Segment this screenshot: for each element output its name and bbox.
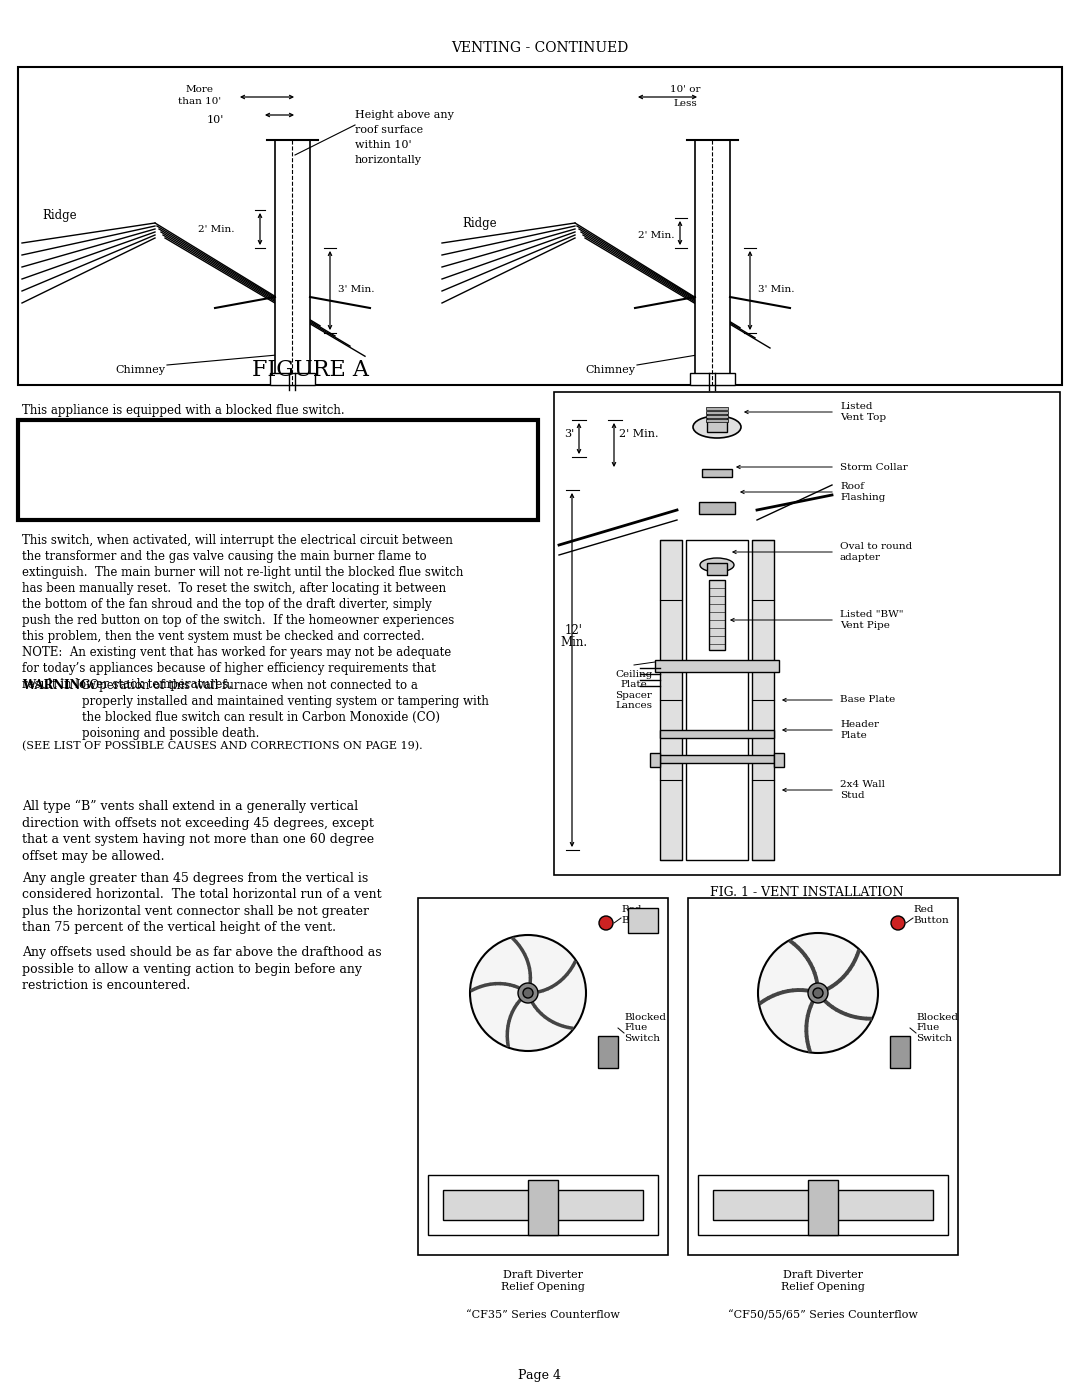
Bar bbox=[598, 1037, 618, 1067]
Text: Ridge: Ridge bbox=[42, 208, 77, 222]
Text: personal injury or possible death.: personal injury or possible death. bbox=[28, 490, 315, 504]
Text: Oval to round
adapter: Oval to round adapter bbox=[840, 542, 913, 562]
Bar bbox=[890, 1037, 910, 1067]
Bar bbox=[650, 753, 660, 767]
Circle shape bbox=[891, 916, 905, 930]
Bar bbox=[418, 898, 669, 1255]
Circle shape bbox=[813, 988, 823, 997]
Bar bbox=[808, 1180, 838, 1235]
Text: 3' Min.: 3' Min. bbox=[758, 285, 795, 295]
Text: Base Plate: Base Plate bbox=[840, 696, 895, 704]
Circle shape bbox=[518, 983, 538, 1003]
Bar bbox=[660, 754, 774, 763]
Text: Page 4: Page 4 bbox=[518, 1369, 562, 1382]
Bar bbox=[708, 580, 725, 650]
Bar bbox=[528, 1180, 558, 1235]
Circle shape bbox=[758, 933, 878, 1053]
Bar bbox=[690, 373, 735, 386]
Bar bbox=[706, 419, 728, 422]
Text: 10': 10' bbox=[206, 115, 224, 124]
Text: Ceiling
Plate
Spacer
Lances: Ceiling Plate Spacer Lances bbox=[616, 671, 652, 710]
Bar bbox=[702, 469, 732, 476]
Bar bbox=[713, 1190, 933, 1220]
Bar bbox=[707, 563, 727, 576]
Text: horizontally: horizontally bbox=[355, 155, 422, 165]
Bar bbox=[707, 412, 727, 432]
Text: This appliance is equipped with a blocked flue switch.: This appliance is equipped with a blocke… bbox=[22, 404, 345, 416]
Ellipse shape bbox=[700, 557, 734, 571]
Text: All type “B” vents shall extend in a generally vertical
direction with offsets n: All type “B” vents shall extend in a gen… bbox=[22, 800, 374, 863]
Text: Listed "BW"
Vent Pipe: Listed "BW" Vent Pipe bbox=[840, 610, 904, 630]
Text: FIG. 1 - VENT INSTALLATION: FIG. 1 - VENT INSTALLATION bbox=[711, 887, 904, 900]
Text: “CF50/55/65” Series Counterflow: “CF50/55/65” Series Counterflow bbox=[728, 1310, 918, 1320]
Bar bbox=[428, 1175, 658, 1235]
Text: Draft Diverter
Relief Opening: Draft Diverter Relief Opening bbox=[501, 1270, 585, 1292]
Text: WARNING:: WARNING: bbox=[22, 679, 95, 692]
Bar bbox=[443, 1190, 643, 1220]
Circle shape bbox=[523, 988, 534, 997]
Text: (SEE LIST OF POSSIBLE CAUSES AND CORRECTIONS ON PAGE 19).: (SEE LIST OF POSSIBLE CAUSES AND CORRECT… bbox=[22, 740, 422, 752]
Bar bbox=[706, 415, 728, 418]
Text: 2x4 Wall
Stud: 2x4 Wall Stud bbox=[840, 781, 885, 799]
Bar bbox=[627, 908, 658, 933]
Text: 10' or: 10' or bbox=[670, 85, 700, 95]
Bar bbox=[696, 140, 730, 386]
Text: Less: Less bbox=[673, 99, 697, 108]
Text: Header
Plate: Header Plate bbox=[840, 721, 879, 739]
Bar bbox=[706, 407, 728, 409]
Text: More: More bbox=[186, 85, 214, 95]
Bar bbox=[686, 541, 748, 861]
Bar bbox=[275, 140, 310, 386]
Text: Chimney: Chimney bbox=[585, 365, 635, 374]
Text: “CF35” Series Counterflow: “CF35” Series Counterflow bbox=[467, 1310, 620, 1320]
Text: Min.: Min. bbox=[561, 637, 588, 650]
Text: 12': 12' bbox=[565, 623, 583, 637]
Text: Ridge: Ridge bbox=[462, 217, 497, 229]
Text: This switch, when activated, will interrupt the electrical circuit between
the t: This switch, when activated, will interr… bbox=[22, 534, 463, 692]
Text: Blocked
Flue
Switch: Blocked Flue Switch bbox=[624, 1013, 666, 1044]
Bar bbox=[706, 411, 728, 414]
Text: than 10': than 10' bbox=[178, 98, 221, 106]
Bar bbox=[18, 420, 538, 520]
Bar bbox=[752, 541, 774, 861]
Text: Listed
Vent Top: Listed Vent Top bbox=[840, 402, 886, 422]
Text: 2' Min.: 2' Min. bbox=[638, 232, 675, 240]
Bar bbox=[699, 502, 735, 514]
Text: VENTING - CONTINUED: VENTING - CONTINUED bbox=[451, 41, 629, 54]
Bar bbox=[774, 753, 784, 767]
Text: do so could expose the consumer to property damage,: do so could expose the consumer to prope… bbox=[28, 460, 489, 474]
Bar bbox=[18, 67, 1062, 386]
Ellipse shape bbox=[693, 416, 741, 439]
Text: within 10': within 10' bbox=[355, 140, 411, 149]
Text: Roof
Flashing: Roof Flashing bbox=[840, 482, 886, 502]
Bar bbox=[270, 373, 315, 386]
Text: Red
Button: Red Button bbox=[621, 905, 657, 925]
Text: Red
Button: Red Button bbox=[913, 905, 948, 925]
Text: 2' Min.: 2' Min. bbox=[619, 429, 659, 439]
Text: Any offsets used should be as far above the drafthood as
possible to allow a ven: Any offsets used should be as far above … bbox=[22, 946, 381, 992]
Bar bbox=[660, 731, 774, 738]
Text: Chimney: Chimney bbox=[114, 365, 165, 374]
Text: Draft Diverter
Relief Opening: Draft Diverter Relief Opening bbox=[781, 1270, 865, 1292]
Text: WARNING:  Do not bypass the blocked flue switch.  To: WARNING: Do not bypass the blocked flue … bbox=[28, 430, 491, 444]
Text: FIGURE A: FIGURE A bbox=[252, 359, 368, 381]
Text: Any angle greater than 45 degrees from the vertical is
considered horizontal.  T: Any angle greater than 45 degrees from t… bbox=[22, 872, 381, 935]
Bar bbox=[698, 1175, 948, 1235]
Text: 3': 3' bbox=[564, 429, 573, 439]
Text: Blocked
Flue
Switch: Blocked Flue Switch bbox=[916, 1013, 958, 1044]
Bar bbox=[654, 659, 779, 672]
Circle shape bbox=[808, 983, 828, 1003]
Text: roof surface: roof surface bbox=[355, 124, 423, 136]
Text: Storm Collar: Storm Collar bbox=[840, 462, 908, 472]
Text: Height above any: Height above any bbox=[355, 110, 454, 120]
Circle shape bbox=[599, 916, 613, 930]
Bar bbox=[660, 541, 681, 861]
Text: 2' Min.: 2' Min. bbox=[199, 225, 235, 233]
Bar bbox=[688, 898, 958, 1255]
Text: 3' Min.: 3' Min. bbox=[338, 285, 375, 295]
Circle shape bbox=[470, 935, 586, 1051]
Text: Operation of this wall furnace when not connected to a
properly installed and ma: Operation of this wall furnace when not … bbox=[82, 679, 489, 740]
Bar bbox=[554, 393, 1059, 875]
